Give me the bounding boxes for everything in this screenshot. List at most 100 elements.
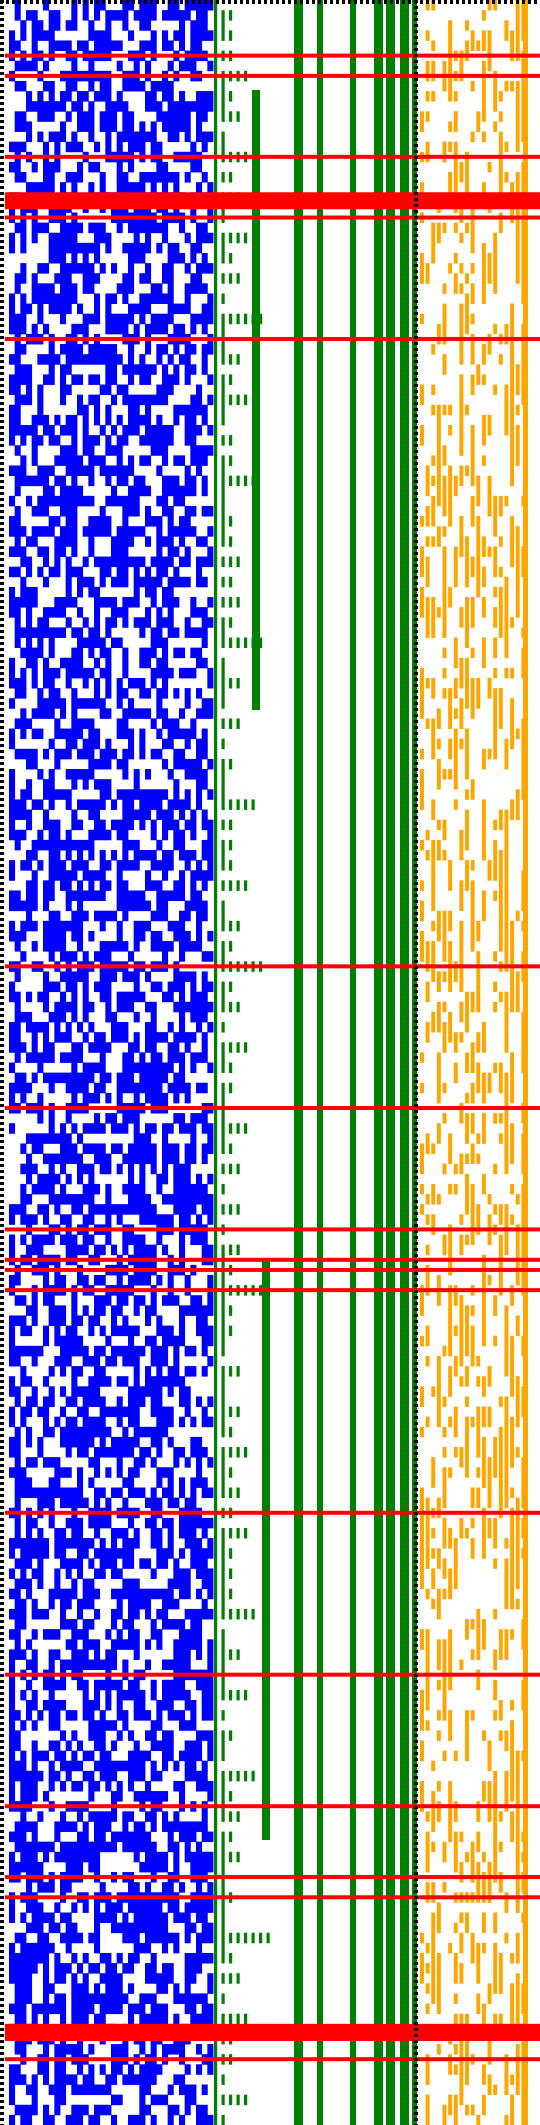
blue-pixel [145, 1993, 152, 2004]
blue-pixel [128, 1355, 135, 1367]
blue-pixel [196, 1558, 203, 1569]
green-step [214, 1710, 218, 1721]
green-step [221, 738, 225, 750]
blue-pixel [190, 1153, 197, 1165]
blue-pixel [150, 829, 157, 841]
blue-pixel [145, 10, 152, 21]
blue-pixel [201, 1598, 208, 1610]
blue-pixel [20, 1993, 27, 2004]
blue-pixel [139, 789, 146, 800]
blue-pixel [48, 111, 55, 122]
blue-pixel [167, 1750, 174, 1762]
blue-pixel [65, 1173, 72, 1185]
green-step [221, 1942, 225, 1954]
blue-pixel [65, 495, 72, 507]
blue-pixel [184, 526, 191, 537]
blue-pixel [196, 1912, 203, 1924]
blue-pixel [26, 1922, 33, 1934]
blue-pixel [133, 597, 140, 608]
blue-pixel [48, 1477, 55, 1488]
blue-pixel [139, 688, 146, 699]
green-step [214, 910, 218, 922]
blue-pixel [88, 242, 95, 254]
orange-pixel [425, 1275, 430, 1286]
blue-pixel [99, 981, 106, 993]
blue-pixel [60, 1558, 67, 1569]
blue-pixel [94, 30, 101, 41]
blue-pixel [48, 1740, 55, 1751]
green-step [214, 1062, 218, 1074]
blue-pixel [20, 1295, 27, 1306]
blue-pixel [162, 1912, 169, 1924]
blue-pixel [60, 1355, 67, 1367]
blue-pixel [31, 941, 38, 952]
blue-pixel [54, 141, 61, 153]
blue-pixel [14, 536, 21, 547]
blue-pixel [26, 1163, 33, 1175]
blue-pixel [105, 1214, 112, 1225]
blue-pixel [54, 1851, 61, 1863]
blue-pixel [201, 0, 208, 11]
blue-pixel [60, 1143, 67, 1154]
blue-pixel [37, 526, 44, 537]
blue-pixel [37, 1173, 44, 1185]
blue-pixel [9, 890, 16, 901]
blue-pixel [82, 910, 89, 922]
blue-pixel [128, 1983, 135, 1994]
blue-pixel [99, 263, 106, 274]
blue-pixel [128, 2064, 135, 2075]
green-step [221, 1386, 225, 1397]
blue-pixel [201, 2114, 208, 2125]
orange-pixel [420, 677, 424, 689]
blue-pixel [105, 516, 112, 527]
blue-pixel [116, 455, 123, 466]
green-step [221, 455, 225, 466]
blue-pixel [48, 1780, 55, 1792]
green-step [214, 465, 218, 476]
orange-pixel [420, 121, 424, 132]
blue-pixel [196, 1447, 203, 1458]
blue-pixel [71, 819, 78, 831]
blue-pixel [207, 526, 214, 537]
blue-pixel [111, 1720, 118, 1731]
green-step [214, 2064, 218, 2075]
blue-pixel [173, 1194, 180, 1205]
blue-pixel [167, 920, 174, 932]
blue-pixel [150, 1811, 157, 1822]
green-step [214, 576, 218, 588]
blue-pixel [190, 890, 197, 901]
blue-pixel [14, 1649, 21, 1660]
blue-pixel [111, 1406, 118, 1418]
blue-pixel [116, 1001, 123, 1013]
blue-pixel [179, 1072, 186, 1084]
blue-pixel [139, 677, 146, 689]
blue-pixel [82, 1396, 89, 1407]
green-step [221, 1851, 225, 1863]
blue-pixel [43, 182, 50, 193]
blue-pixel [99, 40, 106, 51]
blue-pixel [31, 30, 38, 41]
blue-pixel [82, 1194, 89, 1205]
green-bar [317, 0, 323, 2125]
blue-pixel [173, 1983, 180, 1994]
blue-pixel [167, 890, 174, 901]
blue-pixel [43, 779, 50, 790]
orange-pixel [431, 1983, 436, 1994]
blue-pixel [128, 111, 135, 122]
blue-pixel [60, 384, 67, 396]
blue-pixel [145, 435, 152, 446]
blue-pixel [162, 2094, 169, 2106]
blue-pixel [139, 1133, 146, 1144]
blue-pixel [43, 111, 50, 122]
blue-pixel [94, 1497, 101, 1509]
blue-pixel [196, 1234, 203, 1246]
blue-pixel [54, 273, 61, 284]
blue-pixel [116, 1952, 123, 1964]
green-step [214, 870, 218, 881]
blue-pixel [48, 131, 55, 143]
blue-pixel [48, 2084, 55, 2096]
blue-pixel [190, 941, 197, 952]
green-step [214, 637, 218, 649]
blue-pixel [133, 1902, 140, 1913]
orange-pixel [425, 566, 430, 578]
